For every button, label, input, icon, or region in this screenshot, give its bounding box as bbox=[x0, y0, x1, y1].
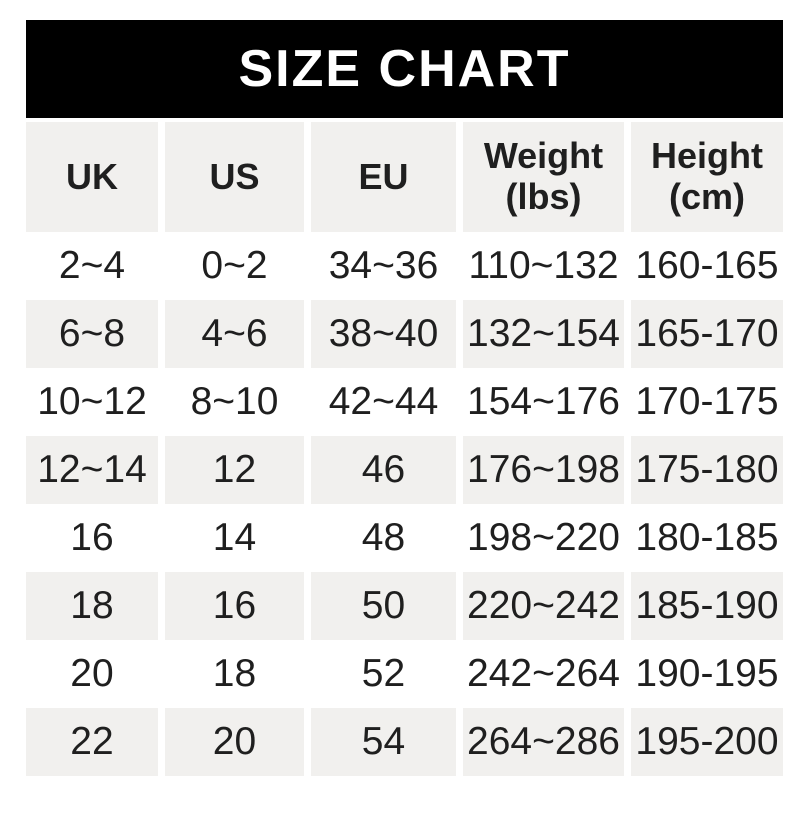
column-header-line: EU bbox=[358, 155, 409, 197]
size-chart-page: SIZE CHART UK US EU Weight (lbs) Height (cm) 2… bbox=[0, 20, 800, 820]
table-cell: 18 bbox=[26, 572, 158, 640]
table-row: 20 18 52 242~264 190-195 bbox=[26, 640, 783, 708]
table-cell: 16 bbox=[26, 504, 158, 572]
table-cell: 22 bbox=[26, 708, 158, 776]
table-cell: 198~220 bbox=[463, 504, 624, 572]
table-cell: 170-175 bbox=[631, 368, 783, 436]
column-header-height-cm: Height (cm) bbox=[631, 122, 783, 232]
table-cell: 195-200 bbox=[631, 708, 783, 776]
column-header-eu: EU bbox=[311, 122, 456, 232]
column-header-line: Height bbox=[651, 135, 763, 177]
table-cell: 54 bbox=[311, 708, 456, 776]
table-header-row: UK US EU Weight (lbs) Height (cm) bbox=[26, 122, 783, 232]
table-cell: 110~132 bbox=[463, 232, 624, 300]
table-cell: 190-195 bbox=[631, 640, 783, 708]
table-cell: 176~198 bbox=[463, 436, 624, 504]
table-cell: 34~36 bbox=[311, 232, 456, 300]
table-cell: 46 bbox=[311, 436, 456, 504]
table-cell: 165-170 bbox=[631, 300, 783, 368]
table-cell: 6~8 bbox=[26, 300, 158, 368]
table-cell: 0~2 bbox=[165, 232, 304, 300]
table-cell: 18 bbox=[165, 640, 304, 708]
table-cell: 2~4 bbox=[26, 232, 158, 300]
table-cell: 8~10 bbox=[165, 368, 304, 436]
table-cell: 14 bbox=[165, 504, 304, 572]
table-row: 16 14 48 198~220 180-185 bbox=[26, 504, 783, 572]
table-row: 12~14 12 46 176~198 175-180 bbox=[26, 436, 783, 504]
table-cell: 48 bbox=[311, 504, 456, 572]
table-row: 2~4 0~2 34~36 110~132 160-165 bbox=[26, 232, 783, 300]
column-header-weight-lbs: Weight (lbs) bbox=[463, 122, 624, 232]
size-table: UK US EU Weight (lbs) Height (cm) 2~4 0~2 34~36 1… bbox=[26, 122, 783, 776]
table-cell: 12 bbox=[165, 436, 304, 504]
table-row: 22 20 54 264~286 195-200 bbox=[26, 708, 783, 776]
table-cell: 20 bbox=[26, 640, 158, 708]
table-cell: 10~12 bbox=[26, 368, 158, 436]
table-cell: 264~286 bbox=[463, 708, 624, 776]
table-cell: 52 bbox=[311, 640, 456, 708]
table-cell: 180-185 bbox=[631, 504, 783, 572]
table-cell: 38~40 bbox=[311, 300, 456, 368]
table-cell: 242~264 bbox=[463, 640, 624, 708]
table-row: 18 16 50 220~242 185-190 bbox=[26, 572, 783, 640]
column-header-line: (lbs) bbox=[505, 176, 582, 217]
table-cell: 12~14 bbox=[26, 436, 158, 504]
table-row: 10~12 8~10 42~44 154~176 170-175 bbox=[26, 368, 783, 436]
column-header-line: US bbox=[209, 155, 260, 197]
table-cell: 16 bbox=[165, 572, 304, 640]
column-header-line: UK bbox=[66, 155, 118, 197]
table-cell: 20 bbox=[165, 708, 304, 776]
table-cell: 175-180 bbox=[631, 436, 783, 504]
column-header-uk: UK bbox=[26, 122, 158, 232]
table-cell: 220~242 bbox=[463, 572, 624, 640]
title-banner: SIZE CHART bbox=[26, 20, 783, 118]
table-cell: 50 bbox=[311, 572, 456, 640]
table-cell: 160-165 bbox=[631, 232, 783, 300]
table-cell: 42~44 bbox=[311, 368, 456, 436]
column-header-us: US bbox=[165, 122, 304, 232]
table-cell: 154~176 bbox=[463, 368, 624, 436]
column-header-line: Weight bbox=[483, 135, 604, 177]
table-cell: 4~6 bbox=[165, 300, 304, 368]
column-header-line: (cm) bbox=[668, 176, 745, 217]
table-cell: 185-190 bbox=[631, 572, 783, 640]
table-cell: 132~154 bbox=[463, 300, 624, 368]
table-body: 2~4 0~2 34~36 110~132 160-165 6~8 4~6 38~40 132~… bbox=[26, 232, 783, 776]
table-row: 6~8 4~6 38~40 132~154 165-170 bbox=[26, 300, 783, 368]
page-title: SIZE CHART bbox=[238, 40, 571, 98]
